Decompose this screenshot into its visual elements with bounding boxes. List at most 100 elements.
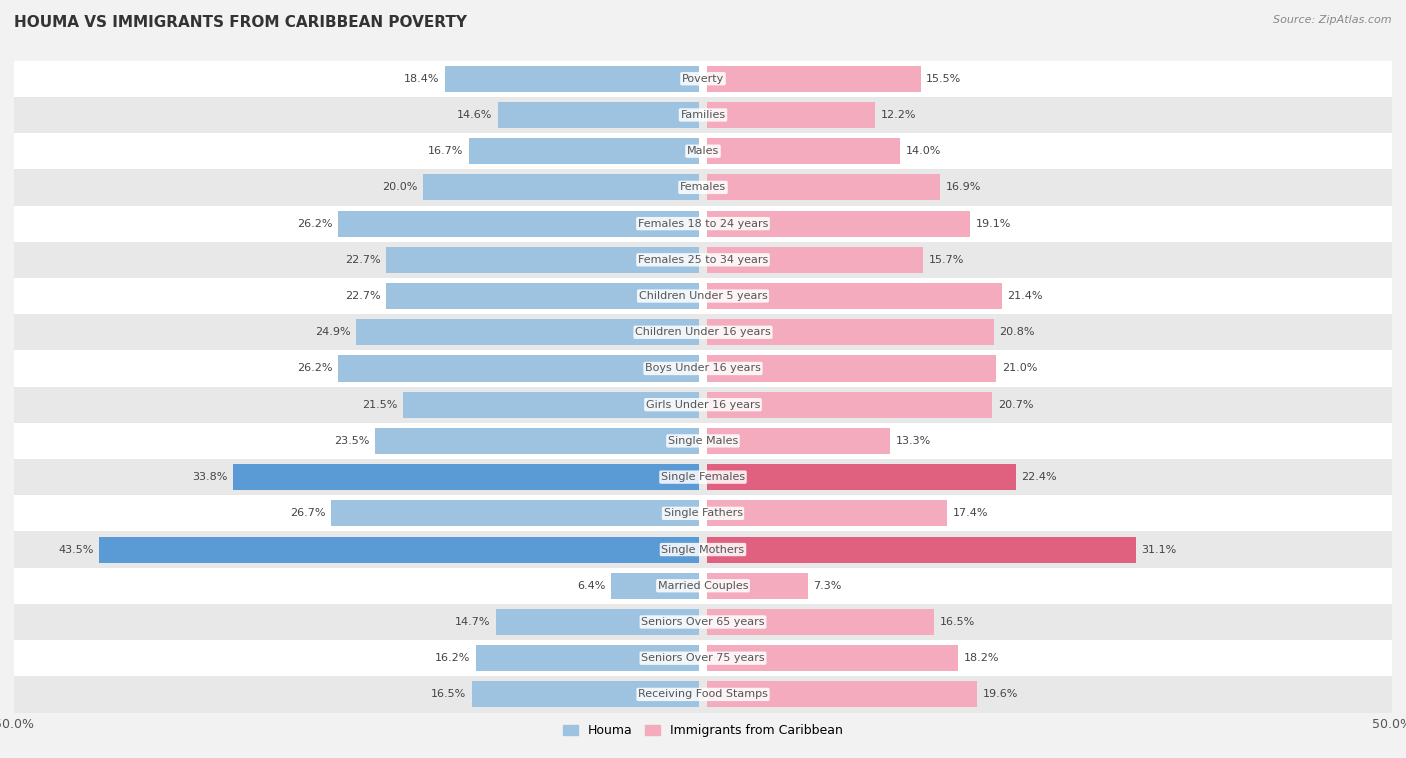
Bar (0, 531, 1406, 568)
Text: 43.5%: 43.5% (59, 544, 94, 555)
Text: Girls Under 16 years: Girls Under 16 years (645, 399, 761, 409)
Bar (707, 283, 1002, 309)
Text: 26.7%: 26.7% (290, 509, 325, 518)
Text: 23.5%: 23.5% (335, 436, 370, 446)
Bar (0, 97, 1406, 133)
Text: 12.2%: 12.2% (880, 110, 917, 120)
Text: 14.0%: 14.0% (905, 146, 941, 156)
Bar (423, 174, 699, 200)
Text: Seniors Over 65 years: Seniors Over 65 years (641, 617, 765, 627)
Bar (375, 428, 699, 454)
Text: 18.4%: 18.4% (405, 74, 440, 83)
Bar (0, 133, 1406, 169)
Text: Children Under 16 years: Children Under 16 years (636, 327, 770, 337)
Bar (496, 609, 699, 635)
Text: 20.8%: 20.8% (1000, 327, 1035, 337)
Bar (233, 464, 699, 490)
Text: Single Males: Single Males (668, 436, 738, 446)
Bar (468, 138, 699, 164)
Text: 20.7%: 20.7% (998, 399, 1033, 409)
Text: 33.8%: 33.8% (193, 472, 228, 482)
Bar (498, 102, 699, 128)
Bar (707, 66, 921, 92)
Bar (387, 283, 699, 309)
Legend: Houma, Immigrants from Caribbean: Houma, Immigrants from Caribbean (558, 719, 848, 742)
Text: 16.2%: 16.2% (434, 653, 470, 663)
Bar (0, 604, 1406, 640)
Text: Poverty: Poverty (682, 74, 724, 83)
Text: 22.4%: 22.4% (1021, 472, 1057, 482)
Bar (707, 537, 1136, 562)
Bar (402, 392, 699, 418)
Text: Boys Under 16 years: Boys Under 16 years (645, 364, 761, 374)
Bar (610, 573, 699, 599)
Text: 21.0%: 21.0% (1002, 364, 1038, 374)
Text: Females 18 to 24 years: Females 18 to 24 years (638, 218, 768, 229)
Bar (707, 356, 997, 381)
Text: 16.9%: 16.9% (945, 183, 981, 193)
Text: Males: Males (688, 146, 718, 156)
Text: 16.5%: 16.5% (941, 617, 976, 627)
Text: Receiving Food Stamps: Receiving Food Stamps (638, 690, 768, 700)
Bar (471, 681, 699, 707)
Text: 13.3%: 13.3% (896, 436, 931, 446)
Text: Families: Families (681, 110, 725, 120)
Bar (707, 500, 946, 526)
Bar (707, 174, 941, 200)
Text: Single Fathers: Single Fathers (664, 509, 742, 518)
Bar (446, 66, 699, 92)
Bar (0, 459, 1406, 495)
Bar (0, 205, 1406, 242)
Text: Married Couples: Married Couples (658, 581, 748, 590)
Bar (707, 247, 924, 273)
Text: 20.0%: 20.0% (382, 183, 418, 193)
Text: 19.1%: 19.1% (976, 218, 1011, 229)
Text: 18.2%: 18.2% (963, 653, 998, 663)
Text: HOUMA VS IMMIGRANTS FROM CARIBBEAN POVERTY: HOUMA VS IMMIGRANTS FROM CARIBBEAN POVER… (14, 15, 467, 30)
Text: 21.5%: 21.5% (361, 399, 396, 409)
Bar (707, 464, 1015, 490)
Bar (100, 537, 699, 562)
Text: Females: Females (681, 183, 725, 193)
Text: Children Under 5 years: Children Under 5 years (638, 291, 768, 301)
Text: 26.2%: 26.2% (297, 218, 332, 229)
Bar (0, 61, 1406, 97)
Text: 22.7%: 22.7% (344, 291, 381, 301)
Text: 19.6%: 19.6% (983, 690, 1018, 700)
Bar (707, 319, 994, 346)
Text: 16.5%: 16.5% (430, 690, 465, 700)
Text: Females 25 to 34 years: Females 25 to 34 years (638, 255, 768, 265)
Bar (0, 568, 1406, 604)
Bar (707, 681, 977, 707)
Bar (475, 645, 699, 672)
Bar (0, 314, 1406, 350)
Bar (707, 392, 993, 418)
Bar (0, 676, 1406, 713)
Bar (0, 242, 1406, 278)
Bar (0, 495, 1406, 531)
Bar (0, 278, 1406, 314)
Text: 24.9%: 24.9% (315, 327, 350, 337)
Bar (0, 640, 1406, 676)
Bar (707, 609, 935, 635)
Text: 6.4%: 6.4% (576, 581, 605, 590)
Text: 7.3%: 7.3% (813, 581, 842, 590)
Bar (0, 169, 1406, 205)
Text: 26.2%: 26.2% (297, 364, 332, 374)
Text: 15.5%: 15.5% (927, 74, 962, 83)
Bar (387, 247, 699, 273)
Bar (337, 356, 699, 381)
Bar (337, 211, 699, 236)
Bar (356, 319, 699, 346)
Bar (0, 350, 1406, 387)
Text: 17.4%: 17.4% (952, 509, 988, 518)
Bar (707, 138, 900, 164)
Bar (0, 387, 1406, 423)
Text: Seniors Over 75 years: Seniors Over 75 years (641, 653, 765, 663)
Text: Source: ZipAtlas.com: Source: ZipAtlas.com (1274, 15, 1392, 25)
Bar (330, 500, 699, 526)
Text: 16.7%: 16.7% (427, 146, 463, 156)
Bar (707, 573, 807, 599)
Bar (707, 102, 875, 128)
Bar (707, 211, 970, 236)
